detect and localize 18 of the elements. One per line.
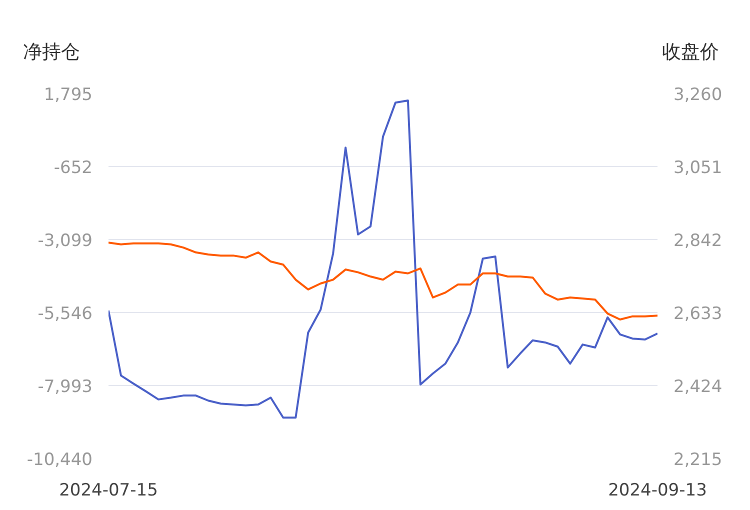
y2-tick-label: 2,424 bbox=[674, 377, 722, 397]
y2-tick-label: 2,842 bbox=[674, 231, 722, 251]
y2-axis-title: 收盘价 bbox=[662, 40, 719, 65]
line-series bbox=[108, 242, 658, 320]
x-tick-label: 2024-07-15 bbox=[59, 480, 158, 500]
line-series bbox=[108, 100, 658, 419]
y-tick-label: -5,546 bbox=[38, 304, 93, 324]
y-tick-label: -7,993 bbox=[38, 377, 93, 397]
y2-tick-label: 2,215 bbox=[674, 450, 722, 470]
y-axis-title: 净持仓 bbox=[23, 40, 80, 65]
y2-tick-label: 3,051 bbox=[674, 158, 722, 178]
y-tick-label: -652 bbox=[54, 158, 93, 178]
y-tick-label: -10,440 bbox=[26, 450, 93, 470]
y-tick-label: -3,099 bbox=[38, 231, 93, 251]
y-tick-label: 1,795 bbox=[44, 85, 93, 105]
y2-tick-label: 2,633 bbox=[674, 304, 722, 324]
y2-tick-label: 3,260 bbox=[674, 85, 722, 105]
x-tick-label: 2024-09-13 bbox=[608, 480, 707, 500]
